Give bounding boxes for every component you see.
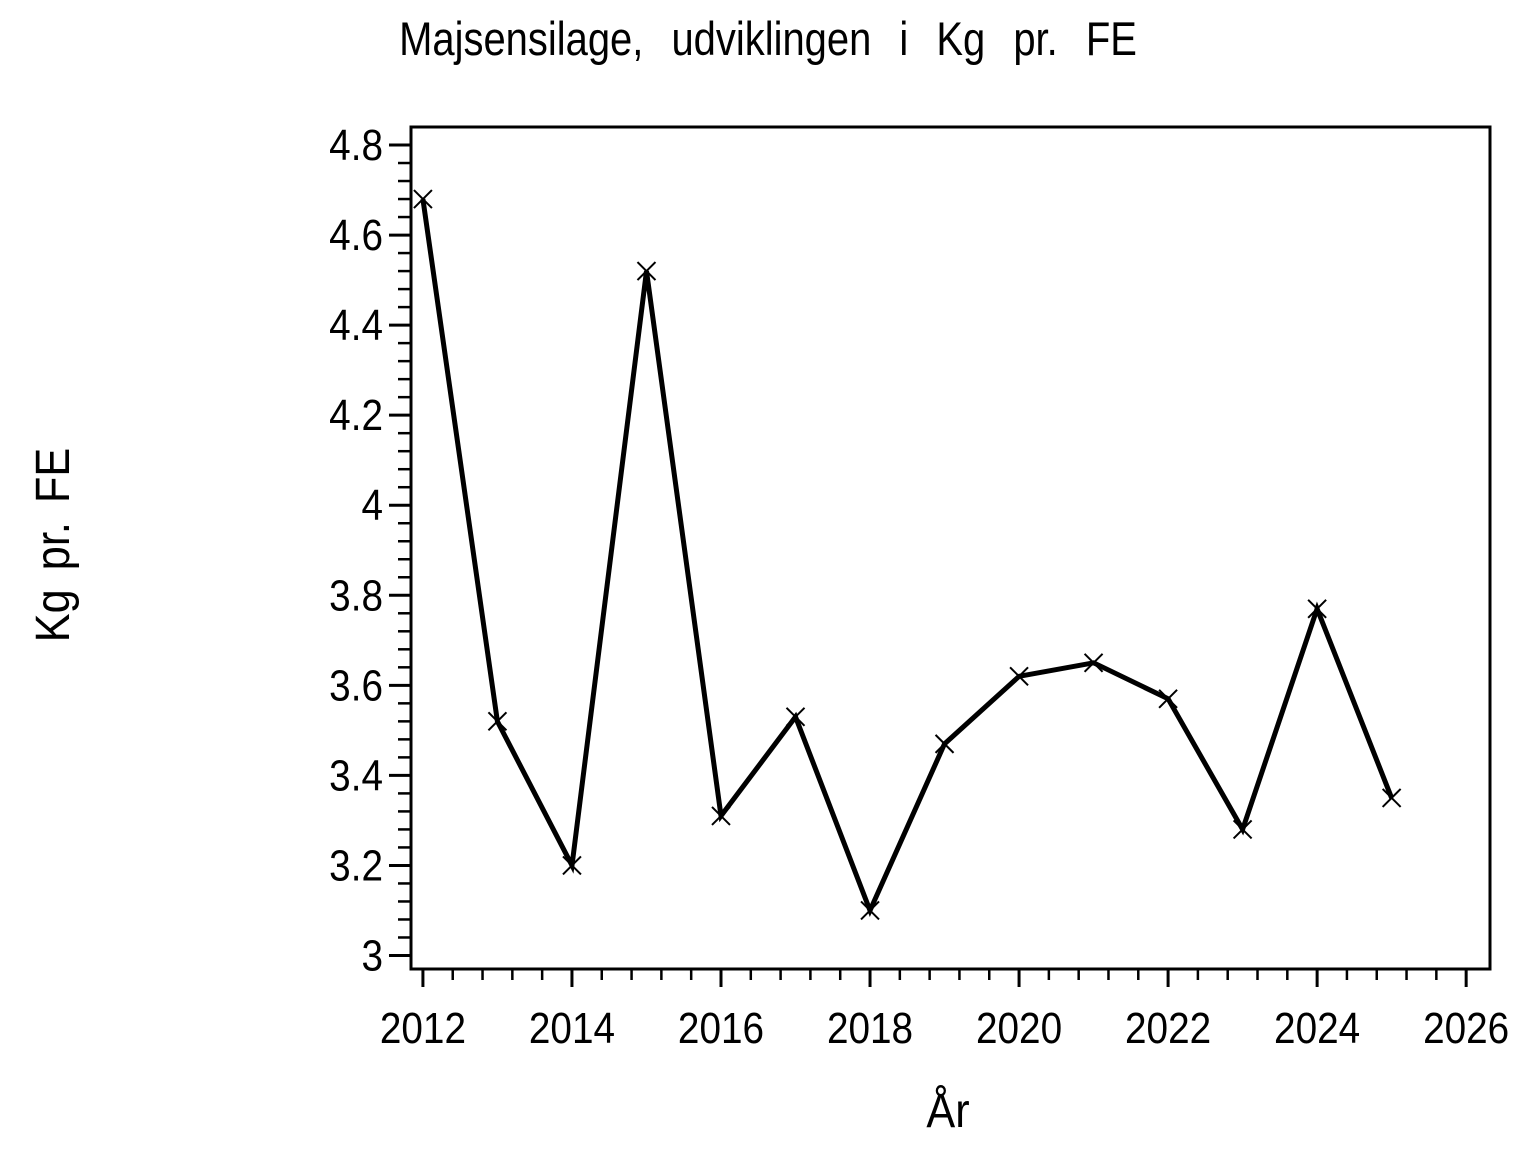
marker-stroke [1158, 689, 1178, 709]
marker-stroke [860, 900, 880, 921]
data-point-marker [785, 707, 806, 727]
marker-stroke [785, 707, 806, 727]
data-line [420, 198, 1394, 918]
data-point-marker [413, 189, 433, 209]
chart-title: Majsensilage, udviklingen i Kg pr. FE [399, 14, 1137, 66]
x-tick-label: 2014 [529, 1003, 615, 1053]
data-point-marker [1381, 788, 1402, 808]
x-axis-ticks [421, 969, 1468, 987]
y-tick-label: 3.6 [329, 660, 383, 710]
x-tick-label: 2016 [678, 1003, 764, 1053]
data-point-marker [1009, 666, 1029, 687]
marker-stroke [636, 261, 657, 281]
x-tick-label: 2022 [1125, 1003, 1211, 1053]
y-axis-ticks [389, 143, 411, 957]
x-tick-label: 2026 [1423, 1003, 1509, 1053]
data-point-marker [1232, 819, 1253, 840]
marker-stroke [1009, 666, 1029, 687]
data-point-marker [711, 806, 731, 826]
y-tick-label: 3.4 [329, 750, 383, 800]
y-tick-label: 4.8 [329, 120, 383, 170]
y-axis-label: Kg pr. FE [26, 448, 80, 642]
x-tick-label: 2024 [1274, 1003, 1360, 1053]
plot-frame [409, 125, 1492, 971]
data-point-marker [1307, 599, 1327, 619]
y-tick-label: 4 [361, 480, 383, 530]
data-point-marker [636, 261, 657, 281]
marker-stroke [711, 806, 731, 826]
x-tick-label: 2012 [380, 1003, 466, 1053]
marker-stroke [1232, 819, 1253, 840]
data-point-markers [413, 189, 1402, 921]
x-tick-label: 2020 [976, 1003, 1062, 1053]
y-tick-label: 3 [361, 930, 383, 980]
data-point-marker [1158, 689, 1178, 709]
x-tick-label: 2018 [827, 1003, 913, 1053]
marker-stroke [934, 734, 955, 754]
data-point-marker [1083, 653, 1104, 673]
data-point-marker [934, 734, 955, 754]
y-tick-label: 3.2 [329, 840, 383, 890]
data-point-marker [562, 855, 582, 876]
marker-stroke [413, 189, 433, 209]
data-point-marker [487, 711, 508, 732]
marker-stroke [1307, 599, 1327, 619]
marker-stroke [487, 711, 508, 732]
y-tick-label: 4.6 [329, 210, 383, 260]
marker-stroke [1381, 788, 1402, 808]
y-tick-label: 4.2 [329, 390, 383, 440]
marker-stroke [1083, 653, 1104, 673]
x-axis-label: År [926, 1084, 969, 1138]
marker-stroke [562, 855, 582, 876]
data-point-marker [860, 900, 880, 921]
y-tick-label: 3.8 [329, 570, 383, 620]
y-tick-label: 4.4 [329, 300, 383, 350]
